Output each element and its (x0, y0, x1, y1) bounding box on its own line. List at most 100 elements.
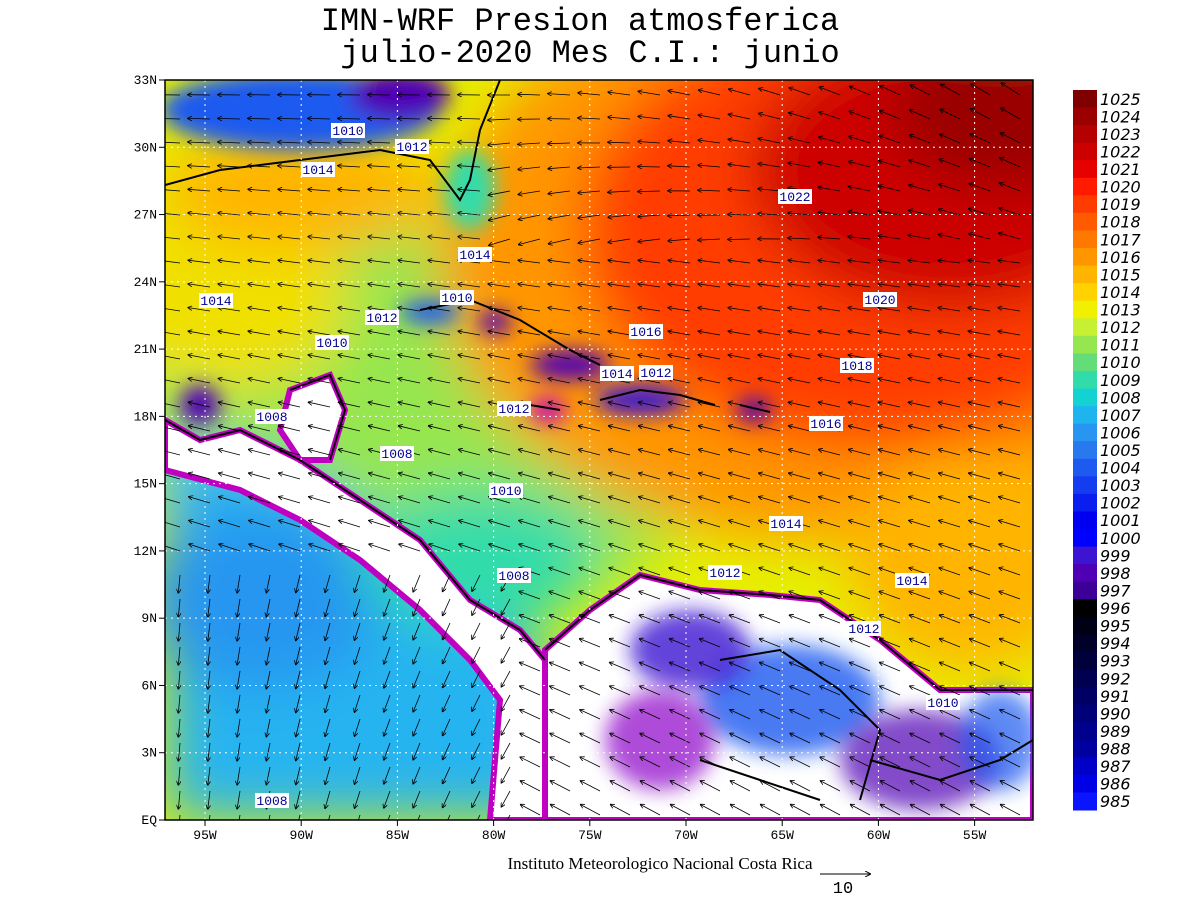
lon-tick-label: 85W (386, 828, 410, 843)
colorbar-swatch (1073, 371, 1097, 389)
colorbar-swatch (1073, 529, 1097, 547)
colorbar-swatch (1073, 547, 1097, 565)
contour-label: 1010 (490, 484, 521, 499)
colorbar-label: 1023 (1100, 125, 1141, 144)
lon-tick-label: 65W (770, 828, 794, 843)
colorbar-swatch (1073, 353, 1097, 371)
colorbar-swatch (1073, 687, 1097, 705)
colorbar-label: 1022 (1100, 142, 1141, 161)
colorbar-swatch (1073, 266, 1097, 284)
colorbar-swatch (1073, 424, 1097, 442)
colorbar-label: 1010 (1100, 353, 1141, 372)
colorbar-swatch (1073, 301, 1097, 319)
colorbar-label: 998 (1100, 564, 1131, 583)
contour-label: 1016 (810, 417, 841, 432)
contour-label: 1010 (316, 336, 347, 351)
colorbar-label: 1000 (1100, 529, 1141, 548)
contour-label: 1012 (709, 566, 740, 581)
colorbar-swatch (1073, 406, 1097, 424)
lon-tick-label: 55W (963, 828, 987, 843)
colorbar-swatch (1073, 160, 1097, 178)
lat-tick-label: 15N (134, 477, 157, 492)
colorbar-swatch (1073, 792, 1097, 810)
colorbar-label: 997 (1100, 581, 1131, 600)
colorbar-swatch (1073, 511, 1097, 529)
title-line: julio-2020 Mes C.I.: junio (340, 35, 839, 72)
lat-tick-label: 24N (134, 275, 157, 290)
contour-label: 1010 (332, 124, 363, 139)
contour-label: 1014 (459, 248, 490, 263)
colorbar-swatch (1073, 476, 1097, 494)
colorbar-swatch (1073, 283, 1097, 301)
lat-tick-label: EQ (141, 813, 157, 828)
colorbar-swatch (1073, 178, 1097, 196)
colorbar-swatch (1073, 652, 1097, 670)
colorbar-label: 1001 (1100, 511, 1141, 530)
colorbar-label: 992 (1100, 669, 1131, 688)
colorbar-label: 1024 (1100, 107, 1141, 126)
colorbar-swatch (1073, 143, 1097, 161)
vector-scale-label: 10 (833, 880, 853, 899)
contour-label: 1010 (927, 696, 958, 711)
colorbar-label: 1003 (1100, 476, 1141, 495)
colorbar-swatch (1073, 195, 1097, 213)
colorbar-swatch (1073, 318, 1097, 336)
colorbar-label: 1002 (1100, 494, 1141, 513)
colorbar-label: 990 (1100, 704, 1131, 723)
lat-tick-label: 12N (134, 544, 157, 559)
contour-label: 1018 (841, 359, 872, 374)
colorbar-label: 991 (1100, 687, 1131, 706)
colorbar-label: 987 (1100, 757, 1131, 776)
lon-tick-label: 95W (193, 828, 217, 843)
colorbar-swatch (1073, 582, 1097, 600)
lat-tick-label: 9N (141, 611, 157, 626)
colorbar-label: 1014 (1100, 283, 1141, 302)
contour-label: 1014 (302, 163, 333, 178)
colorbar-swatch (1073, 336, 1097, 354)
colorbar-swatch (1073, 90, 1097, 108)
contour-label: 1010 (441, 291, 472, 306)
colorbar-label: 993 (1100, 652, 1131, 671)
colorbar-swatch (1073, 705, 1097, 723)
contour-label: 1012 (848, 622, 879, 637)
colorbar: 1025102410231022102110201019101810171016… (1073, 90, 1142, 811)
lon-tick-label: 90W (289, 828, 313, 843)
lat-tick-label: 3N (141, 746, 157, 761)
colorbar-label: 1012 (1100, 318, 1141, 337)
contour-label: 1014 (601, 367, 632, 382)
colorbar-label: 996 (1100, 599, 1131, 618)
colorbar-swatch (1073, 213, 1097, 231)
colorbar-swatch (1073, 564, 1097, 582)
colorbar-label: 1005 (1100, 441, 1141, 460)
lon-tick-label: 80W (482, 828, 506, 843)
colorbar-swatch (1073, 441, 1097, 459)
lat-tick-label: 30N (134, 140, 157, 155)
colorbar-label: 1009 (1100, 371, 1141, 390)
contour-label: 1012 (366, 311, 397, 326)
lat-tick-label: 33N (134, 73, 157, 88)
colorbar-swatch (1073, 230, 1097, 248)
colorbar-swatch (1073, 389, 1097, 407)
colorbar-label: 1007 (1100, 406, 1142, 425)
colorbar-swatch (1073, 125, 1097, 143)
contour-label: 1008 (381, 447, 412, 462)
colorbar-swatch (1073, 494, 1097, 512)
contour-label: 1008 (256, 410, 287, 425)
colorbar-swatch (1073, 459, 1097, 477)
colorbar-label: 995 (1100, 617, 1131, 636)
colorbar-swatch (1073, 740, 1097, 758)
colorbar-label: 1016 (1100, 248, 1141, 267)
colorbar-label: 1008 (1100, 388, 1141, 407)
contour-label: 1012 (640, 366, 671, 381)
wind-arrow (638, 167, 660, 168)
wind-arrow (728, 239, 750, 240)
colorbar-label: 1017 (1100, 230, 1142, 249)
contour-label: 1022 (779, 190, 810, 205)
contour-label: 1020 (864, 293, 895, 308)
colorbar-label: 1018 (1100, 213, 1141, 232)
contour-label: 1008 (256, 794, 287, 809)
contour-label: 1014 (200, 294, 231, 309)
colorbar-swatch (1073, 757, 1097, 775)
colorbar-swatch (1073, 617, 1097, 635)
